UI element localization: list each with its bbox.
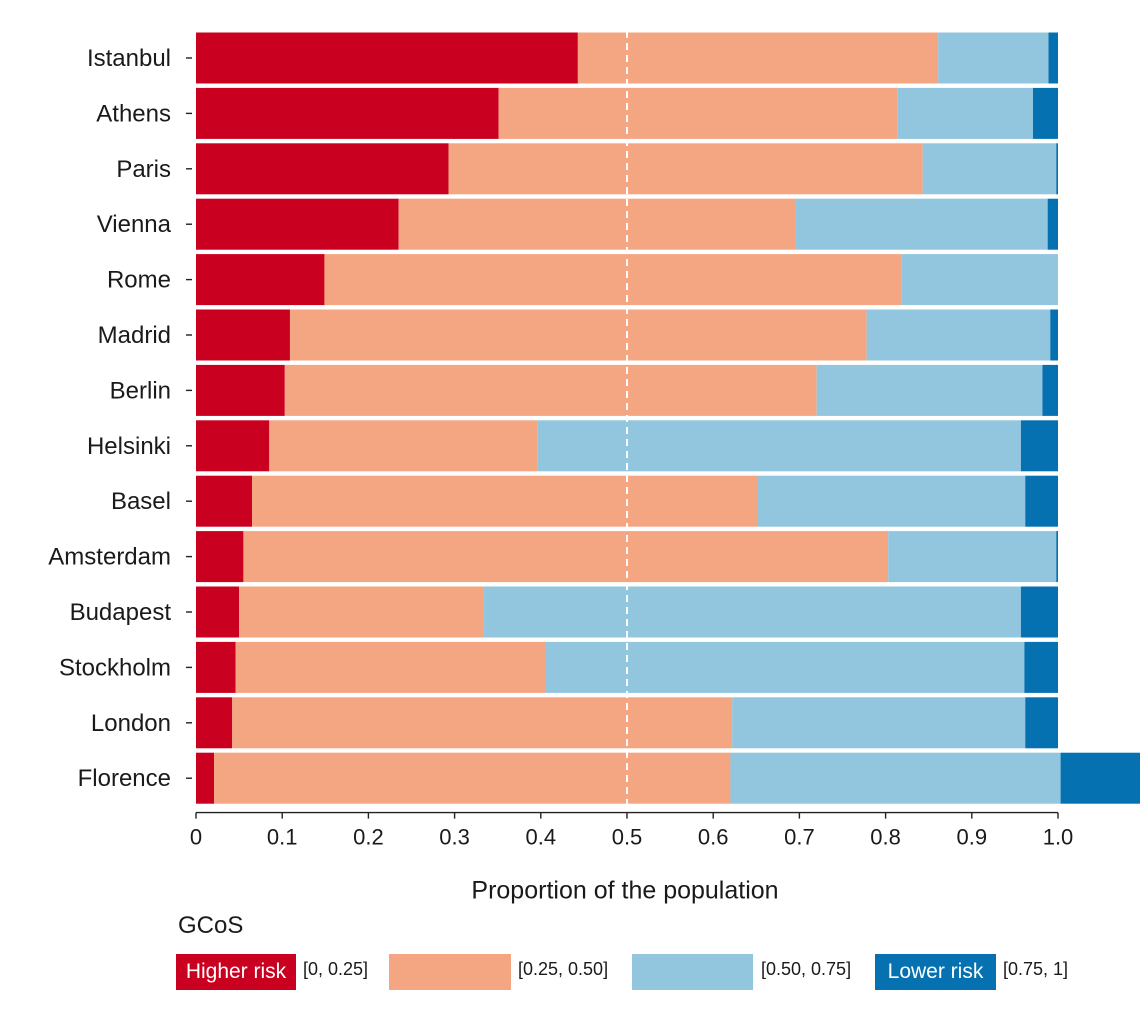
- bar-florence-seg-1: [214, 752, 731, 804]
- bar-madrid-seg-3: [1050, 309, 1058, 361]
- category-label-florence: Florence: [78, 765, 171, 792]
- bar-madrid-seg-2: [866, 309, 1051, 361]
- bar-stockholm-seg-0: [196, 641, 236, 693]
- bar-vienna-seg-2: [795, 198, 1048, 250]
- category-label-budapest: Budapest: [70, 599, 172, 626]
- x-tick-label-0-4: 0.4: [526, 825, 557, 850]
- bar-budapest-seg-1: [239, 586, 484, 638]
- bar-london-seg-3: [1025, 697, 1058, 749]
- bar-helsinki-seg-0: [196, 420, 270, 472]
- bar-vienna-seg-3: [1047, 198, 1058, 250]
- bar-paris-seg-2: [922, 143, 1057, 195]
- bar-madrid-seg-0: [196, 309, 290, 361]
- bar-basel-seg-3: [1025, 475, 1058, 527]
- x-tick-label-0: 0: [190, 825, 202, 850]
- category-label-london: London: [91, 710, 171, 737]
- bar-athens-seg-0: [196, 87, 499, 139]
- x-tick-label-0-2: 0.2: [353, 825, 384, 850]
- bar-berlin-seg-2: [816, 364, 1043, 416]
- x-tick-label-0-5: 0.5: [612, 825, 643, 850]
- bar-berlin-seg-1: [284, 364, 817, 416]
- bar-athens-seg-3: [1033, 87, 1058, 139]
- x-tick-label-0-9: 0.9: [957, 825, 988, 850]
- bar-florence-seg-2: [730, 752, 1061, 804]
- category-label-helsinki: Helsinki: [87, 433, 171, 460]
- bar-rome-seg-2: [901, 254, 1058, 306]
- bar-stockholm-seg-2: [545, 641, 1025, 693]
- bar-istanbul-seg-2: [938, 32, 1049, 84]
- bar-london-seg-0: [196, 697, 233, 749]
- bar-helsinki-seg-1: [269, 420, 538, 472]
- bar-paris-seg-0: [196, 143, 449, 195]
- bar-berlin-seg-3: [1042, 364, 1058, 416]
- x-tick-label-0-7: 0.7: [784, 825, 815, 850]
- bar-stockholm-seg-1: [235, 641, 546, 693]
- category-label-stockholm: Stockholm: [59, 654, 171, 681]
- bar-london-seg-2: [732, 697, 1026, 749]
- x-tick-label-0-6: 0.6: [698, 825, 729, 850]
- bar-madrid-seg-1: [289, 309, 867, 361]
- bar-berlin-seg-0: [196, 364, 285, 416]
- bar-budapest-seg-0: [196, 586, 240, 638]
- bar-basel-seg-2: [758, 475, 1026, 527]
- category-label-madrid: Madrid: [98, 322, 171, 349]
- bar-rome-seg-1: [324, 254, 902, 306]
- bar-helsinki-seg-2: [537, 420, 1021, 472]
- bar-london-seg-1: [232, 697, 733, 749]
- bar-florence-seg-3: [1060, 752, 1140, 804]
- bar-athens-seg-2: [897, 87, 1033, 139]
- x-tick-label-0-8: 0.8: [870, 825, 901, 850]
- category-label-istanbul: Istanbul: [87, 45, 171, 72]
- category-label-vienna: Vienna: [97, 211, 172, 238]
- bar-istanbul-seg-0: [196, 32, 578, 84]
- bar-amsterdam-seg-1: [243, 531, 889, 583]
- bar-basel-seg-1: [252, 475, 759, 527]
- category-label-athens: Athens: [96, 100, 171, 127]
- x-axis-title: Proportion of the population: [471, 877, 778, 905]
- bar-amsterdam-seg-0: [196, 531, 244, 583]
- category-label-basel: Basel: [111, 488, 171, 515]
- bar-vienna-seg-0: [196, 198, 399, 250]
- bar-paris-seg-1: [448, 143, 923, 195]
- bar-amsterdam-seg-3: [1056, 531, 1058, 583]
- bar-athens-seg-1: [498, 87, 898, 139]
- x-tick-label-1-0: 1.0: [1043, 825, 1074, 850]
- category-label-berlin: Berlin: [110, 377, 171, 404]
- x-tick-label-0-3: 0.3: [439, 825, 470, 850]
- category-label-amsterdam: Amsterdam: [48, 544, 171, 571]
- bar-paris-seg-3: [1056, 143, 1058, 195]
- bar-amsterdam-seg-2: [888, 531, 1057, 583]
- bar-helsinki-seg-3: [1020, 420, 1058, 472]
- category-label-paris: Paris: [116, 156, 171, 183]
- bar-stockholm-seg-3: [1024, 641, 1058, 693]
- bar-budapest-seg-2: [483, 586, 1021, 638]
- bar-istanbul-seg-3: [1048, 32, 1058, 84]
- bar-istanbul-seg-1: [577, 32, 939, 84]
- bar-budapest-seg-3: [1020, 586, 1058, 638]
- x-tick-label-0-1: 0.1: [267, 825, 298, 850]
- category-label-rome: Rome: [107, 267, 171, 294]
- bar-basel-seg-0: [196, 475, 253, 527]
- bar-florence-seg-0: [196, 752, 215, 804]
- bar-rome-seg-0: [196, 254, 325, 306]
- bar-vienna-seg-1: [398, 198, 796, 250]
